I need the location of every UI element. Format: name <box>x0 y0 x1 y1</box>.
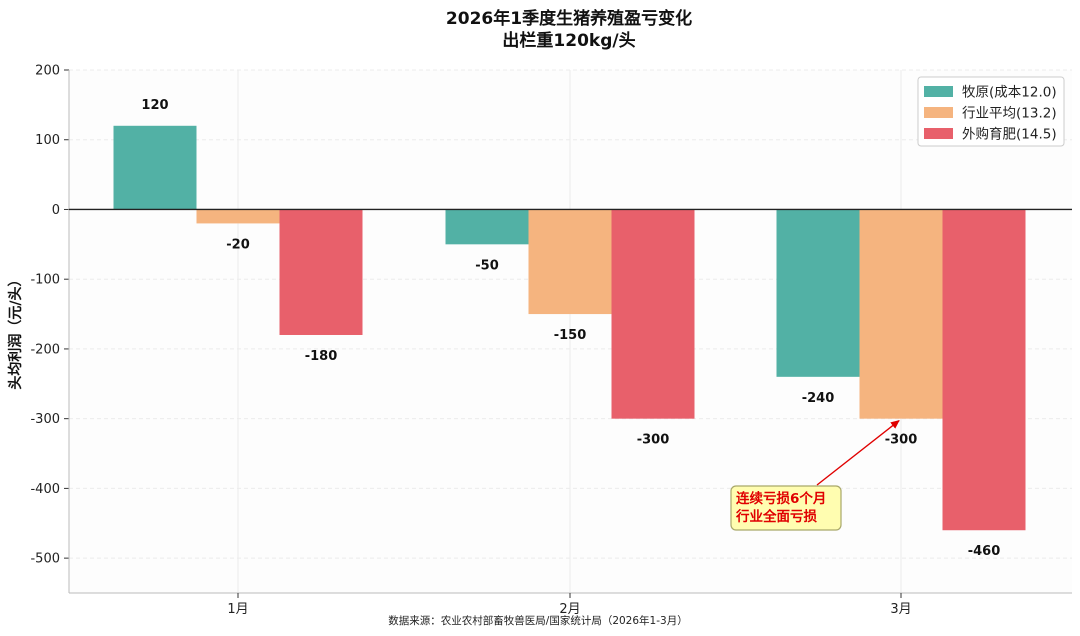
bar <box>776 209 860 377</box>
x-tick-label: 1月 <box>227 602 248 617</box>
bar <box>279 209 363 335</box>
source-note: 数据来源：农业农村部畜牧兽医局/国家统计局（2026年1-3月） <box>388 614 687 627</box>
bar <box>942 209 1026 531</box>
y-tick-label: -300 <box>30 412 60 427</box>
annotation-box <box>730 485 842 531</box>
y-tick-label: 100 <box>35 133 60 148</box>
legend <box>917 76 1065 147</box>
y-tick-label: 200 <box>35 64 60 79</box>
y-axis-label: 头均利润（元/头） <box>7 272 24 389</box>
x-tick-label: 3月 <box>890 602 911 617</box>
y-tick-label: -100 <box>30 273 60 288</box>
annotation-arrow <box>816 420 900 486</box>
legend-label: 牧原(成本12.0) <box>962 85 1057 101</box>
legend-swatch <box>924 86 953 97</box>
data-label: -50 <box>475 258 499 273</box>
bar <box>196 209 280 224</box>
chart-title: 2026年1季度生猪养殖盈亏变化 <box>446 8 692 29</box>
legend-label: 外购育肥(14.5) <box>962 127 1057 143</box>
bar <box>113 125 197 210</box>
data-label: -300 <box>885 433 918 448</box>
annotation-text: 连续亏损6个月 <box>736 490 826 507</box>
data-label: -180 <box>305 349 338 364</box>
x-tick-label: 2月 <box>559 602 580 617</box>
data-label: -460 <box>968 544 1001 559</box>
legend-label: 行业平均(13.2) <box>962 106 1057 122</box>
y-tick-label: 0 <box>52 203 60 218</box>
data-label: -150 <box>554 328 587 343</box>
y-tick-label: -500 <box>30 552 60 567</box>
chart-subtitle: 出栏重120kg/头 <box>502 30 635 51</box>
y-tick-label: -400 <box>30 482 60 497</box>
annotation-text: 行业全面亏损 <box>735 508 817 525</box>
data-label: -20 <box>226 237 250 252</box>
bar <box>859 209 943 419</box>
data-label: -300 <box>637 433 670 448</box>
legend-swatch <box>924 107 953 118</box>
y-tick-label: -200 <box>30 342 60 357</box>
legend-swatch <box>924 128 953 139</box>
bar <box>611 209 695 419</box>
data-label: -240 <box>802 391 835 406</box>
bar <box>445 209 529 245</box>
bar <box>528 209 612 315</box>
data-label: 120 <box>141 98 168 113</box>
